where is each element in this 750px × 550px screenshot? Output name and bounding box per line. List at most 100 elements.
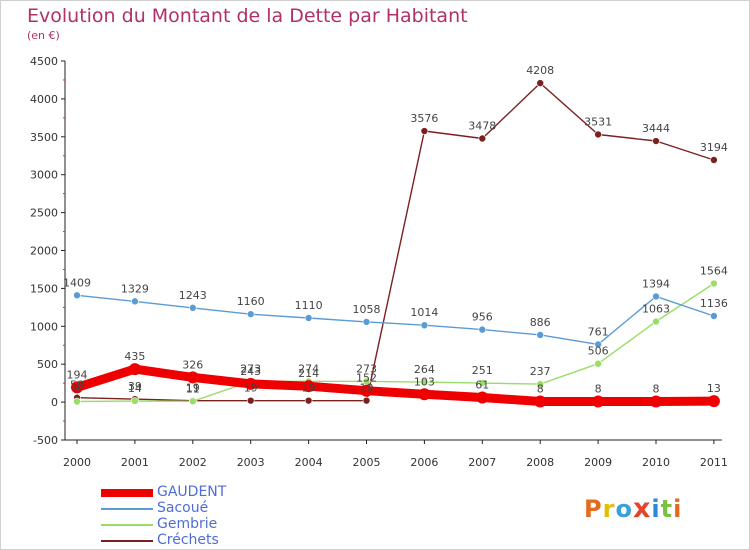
series-line-0 bbox=[72, 364, 719, 406]
data-point bbox=[536, 380, 545, 388]
data-label: 11 bbox=[186, 382, 200, 395]
y-tick-label: 1500 bbox=[30, 282, 58, 295]
data-point bbox=[420, 127, 429, 135]
data-point bbox=[650, 395, 662, 408]
x-tick-label: 2002 bbox=[179, 456, 207, 469]
data-label: 19 bbox=[244, 382, 258, 395]
y-tick-label: 2500 bbox=[30, 207, 58, 220]
x-tick-label: 2003 bbox=[237, 456, 265, 469]
data-label: 326 bbox=[182, 358, 203, 371]
data-point bbox=[73, 397, 81, 406]
data-point bbox=[652, 317, 660, 326]
x-tick-label: 2005 bbox=[353, 456, 381, 469]
x-tick-label: 2007 bbox=[468, 456, 496, 469]
data-label: 4208 bbox=[526, 64, 554, 77]
y-tick-label: 1000 bbox=[30, 320, 58, 333]
data-point bbox=[131, 397, 139, 405]
series-line-1 bbox=[76, 294, 715, 346]
data-point bbox=[420, 378, 429, 386]
data-point bbox=[362, 396, 371, 405]
y-tick-label: 4000 bbox=[30, 93, 58, 106]
legend-swatch bbox=[101, 508, 153, 510]
legend-label: Gembrie bbox=[157, 516, 218, 532]
data-label: 19 bbox=[302, 382, 316, 395]
data-labels: 194 435 326 243 214 152 103 61 8 8 8 13 1409 1329 1243… bbox=[63, 64, 728, 395]
data-label: 1564 bbox=[700, 265, 728, 278]
data-point bbox=[186, 371, 199, 384]
data-point bbox=[592, 395, 605, 408]
data-point bbox=[246, 396, 255, 405]
data-label: 8 bbox=[537, 382, 544, 395]
series-line-3 bbox=[76, 82, 715, 402]
x-tick-label: 2000 bbox=[63, 456, 91, 469]
data-point bbox=[476, 391, 489, 404]
x-tick-label: 2011 bbox=[700, 456, 728, 469]
data-point bbox=[478, 134, 487, 143]
legend-label: Créchets bbox=[157, 532, 219, 548]
proxiti-logo: Proxiti bbox=[584, 493, 683, 524]
data-label: 1160 bbox=[237, 295, 265, 308]
data-label: 1063 bbox=[642, 303, 670, 316]
data-point bbox=[131, 297, 139, 306]
data-label: 886 bbox=[530, 316, 551, 329]
data-point bbox=[536, 331, 545, 339]
data-point bbox=[594, 130, 602, 139]
y-tick-label: 500 bbox=[37, 358, 58, 371]
data-label: 264 bbox=[414, 363, 435, 376]
y-tick-label: 3000 bbox=[30, 169, 58, 182]
data-point bbox=[594, 359, 602, 368]
data-label: 1394 bbox=[642, 277, 670, 290]
data-point bbox=[189, 397, 197, 406]
data-label: 3194 bbox=[700, 141, 728, 154]
data-label: 152 bbox=[356, 372, 377, 385]
data-label: 3576 bbox=[410, 112, 438, 125]
series-line-2 bbox=[76, 282, 715, 403]
data-point bbox=[71, 381, 83, 394]
data-label: 3478 bbox=[468, 119, 496, 132]
data-label: 194 bbox=[67, 368, 88, 381]
data-label: 273 bbox=[240, 362, 261, 375]
data-point bbox=[360, 384, 373, 397]
data-label: 1136 bbox=[700, 297, 728, 310]
data-point bbox=[534, 395, 547, 408]
x-tick-label: 2009 bbox=[584, 456, 612, 469]
data-point bbox=[73, 291, 81, 300]
data-point bbox=[244, 377, 257, 390]
data-point bbox=[420, 321, 429, 330]
data-label: 273 bbox=[356, 362, 377, 375]
x-tick-label: 2001 bbox=[121, 456, 149, 469]
data-label: 103 bbox=[414, 375, 435, 388]
data-label: 1409 bbox=[63, 276, 91, 289]
data-label: 8 bbox=[653, 382, 660, 395]
data-label: 1329 bbox=[121, 282, 149, 295]
y-tick-label: 2000 bbox=[30, 245, 58, 258]
data-label: 3531 bbox=[584, 115, 612, 128]
legend-swatch bbox=[101, 540, 153, 542]
x-tick-label: 2008 bbox=[526, 456, 554, 469]
y-tick-label: 3500 bbox=[30, 131, 58, 144]
data-point bbox=[304, 396, 313, 405]
data-point bbox=[652, 292, 660, 301]
axes: -500 0 500 1000 1500 2000 2500 3000 3500 4000 4500… bbox=[30, 55, 728, 469]
data-point bbox=[710, 312, 718, 320]
y-tick-label: 0 bbox=[51, 396, 58, 409]
data-label: 956 bbox=[472, 311, 493, 324]
data-point bbox=[710, 156, 718, 164]
data-label: 8 bbox=[595, 382, 602, 395]
chart-title: Evolution du Montant de la Dette par Hab… bbox=[27, 5, 468, 27]
legend-swatch bbox=[101, 524, 153, 526]
data-label: 243 bbox=[240, 365, 261, 378]
data-label: 1243 bbox=[179, 289, 207, 302]
data-point bbox=[128, 363, 141, 376]
data-point bbox=[710, 279, 718, 288]
data-label: 1058 bbox=[353, 303, 381, 316]
data-label: 58 bbox=[70, 379, 84, 392]
data-point bbox=[418, 388, 431, 401]
data-point bbox=[478, 379, 487, 387]
x-tick-label: 2010 bbox=[642, 456, 670, 469]
data-label: 435 bbox=[124, 350, 145, 363]
data-label: 237 bbox=[530, 365, 551, 378]
x-tick-label: 2006 bbox=[410, 456, 438, 469]
legend-label: GAUDENT bbox=[157, 484, 227, 500]
data-point bbox=[302, 380, 315, 393]
